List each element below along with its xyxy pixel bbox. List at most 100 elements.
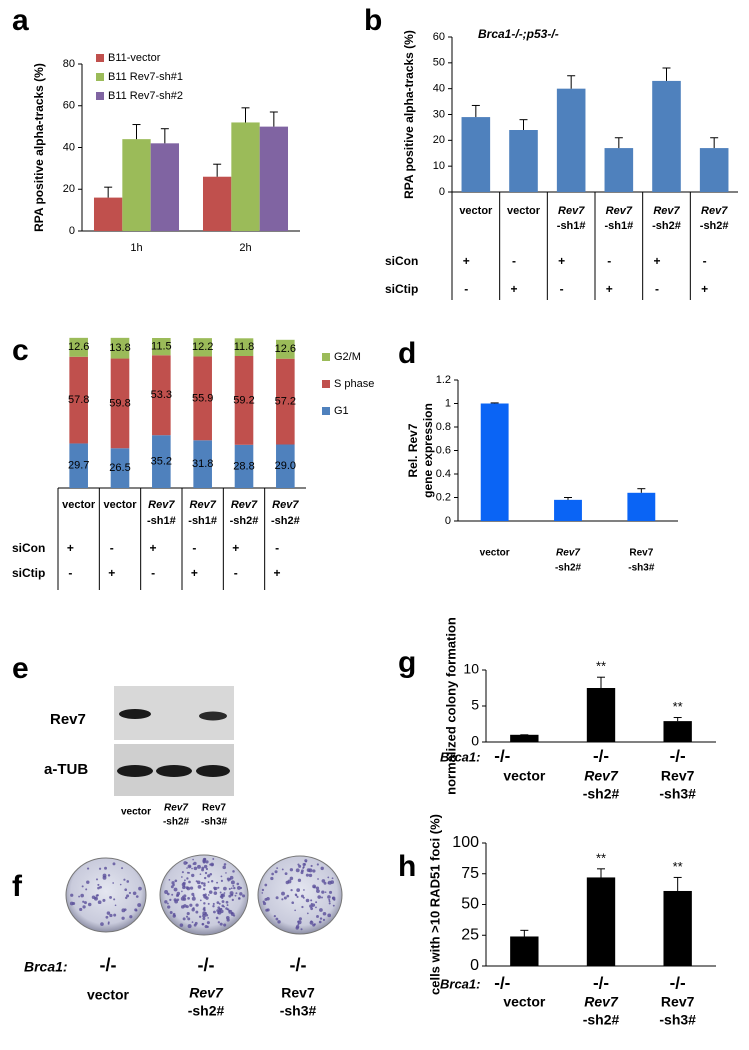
colony: [323, 881, 327, 885]
colony: [208, 890, 213, 894]
row-label: Brca1:: [440, 749, 480, 764]
colony: [191, 896, 196, 901]
y-tick-label: 75: [461, 865, 479, 882]
value-label: 57.2: [275, 396, 296, 408]
legend-swatch: [322, 353, 330, 361]
colony: [112, 882, 115, 884]
x-tick-label: Rev7: [606, 205, 633, 217]
bar: [234, 356, 254, 445]
colony: [193, 861, 197, 866]
x-tick-label: -sh1#: [188, 515, 217, 527]
condition-value: -: [607, 254, 611, 268]
colony: [219, 891, 222, 894]
y-tick-label: 0: [69, 225, 75, 237]
row-label: Brca1:: [440, 976, 480, 991]
y-tick-label: 40: [433, 83, 445, 95]
colony: [196, 880, 201, 885]
colony: [284, 872, 288, 876]
x-tick-label: -sh1#: [604, 220, 633, 232]
colony: [173, 887, 178, 892]
colony: [322, 911, 327, 916]
colony: [184, 879, 186, 882]
x-tick-label: -sh2#: [583, 1012, 620, 1028]
colony: [310, 907, 314, 911]
colony: [289, 876, 294, 881]
colony: [192, 858, 194, 861]
x-tick-label: -sh2#: [271, 515, 300, 527]
bar: [152, 355, 171, 436]
condition-value: +: [510, 282, 517, 296]
colony: [191, 892, 195, 896]
colony: [207, 917, 210, 919]
x-tick-label: vector: [459, 205, 493, 217]
colony: [137, 903, 142, 908]
colony: [199, 899, 202, 902]
value-label: 59.2: [233, 394, 254, 406]
colony: [262, 900, 265, 904]
condition-value: +: [463, 254, 470, 268]
colony: [275, 917, 279, 921]
colony: [191, 867, 193, 870]
colony: [166, 892, 170, 896]
annotation: **: [596, 850, 606, 865]
bar: [556, 88, 586, 192]
value-label: 53.3: [151, 389, 172, 401]
bar: [276, 339, 295, 359]
colony: [213, 891, 218, 895]
bar: [461, 117, 491, 192]
y-tick-label: 100: [452, 834, 479, 851]
bar: [276, 444, 295, 488]
condition-value: +: [150, 541, 157, 555]
colony: [274, 870, 278, 874]
colony: [81, 885, 84, 888]
blot-row-label: a-TUB: [44, 761, 88, 778]
legend-label: B11-vector: [108, 52, 161, 64]
colony: [97, 900, 102, 905]
colony: [80, 893, 84, 898]
bar: [110, 358, 130, 449]
colony: [187, 924, 192, 929]
colony: [138, 886, 142, 891]
bar: [480, 403, 509, 521]
condition-value: -: [655, 282, 659, 296]
colony: [220, 875, 223, 878]
bar: [627, 492, 656, 521]
colony: [236, 882, 240, 886]
colony: [182, 917, 186, 921]
panel-label: a: [12, 4, 29, 37]
condition-value: +: [108, 566, 115, 580]
y-axis-label: RPA positive alpha-tracks (%): [402, 30, 416, 199]
genotype: -/-: [593, 973, 609, 992]
colony: [185, 905, 189, 909]
colony: [125, 896, 128, 900]
bar: [586, 877, 616, 966]
colony: [191, 921, 194, 924]
colony: [181, 890, 183, 893]
colony: [203, 884, 206, 887]
colony: [226, 904, 229, 907]
colony: [313, 886, 316, 889]
condition-value: +: [232, 541, 239, 555]
legend-swatch: [322, 380, 330, 388]
colony: [198, 915, 202, 918]
colony: [202, 887, 206, 891]
bar: [663, 890, 692, 966]
colony: [169, 911, 173, 914]
colony: [183, 894, 187, 898]
colony: [207, 894, 210, 896]
x-tick-label: Rev7: [231, 499, 258, 511]
colony: [202, 913, 206, 918]
value-label: 12.2: [192, 341, 213, 353]
legend-swatch: [96, 73, 104, 81]
colony: [306, 912, 309, 915]
colony: [308, 873, 313, 878]
colony: [315, 901, 318, 904]
blot-panel: e Rev7 a-TUB vector Rev7 -sh2# Rev7 -sh3…: [12, 652, 234, 828]
colony: [238, 897, 241, 899]
colony: [187, 864, 192, 869]
colony: [95, 878, 99, 881]
colony: [264, 883, 268, 887]
colony: [331, 877, 334, 880]
colony: [298, 917, 302, 921]
bar: [69, 356, 88, 444]
